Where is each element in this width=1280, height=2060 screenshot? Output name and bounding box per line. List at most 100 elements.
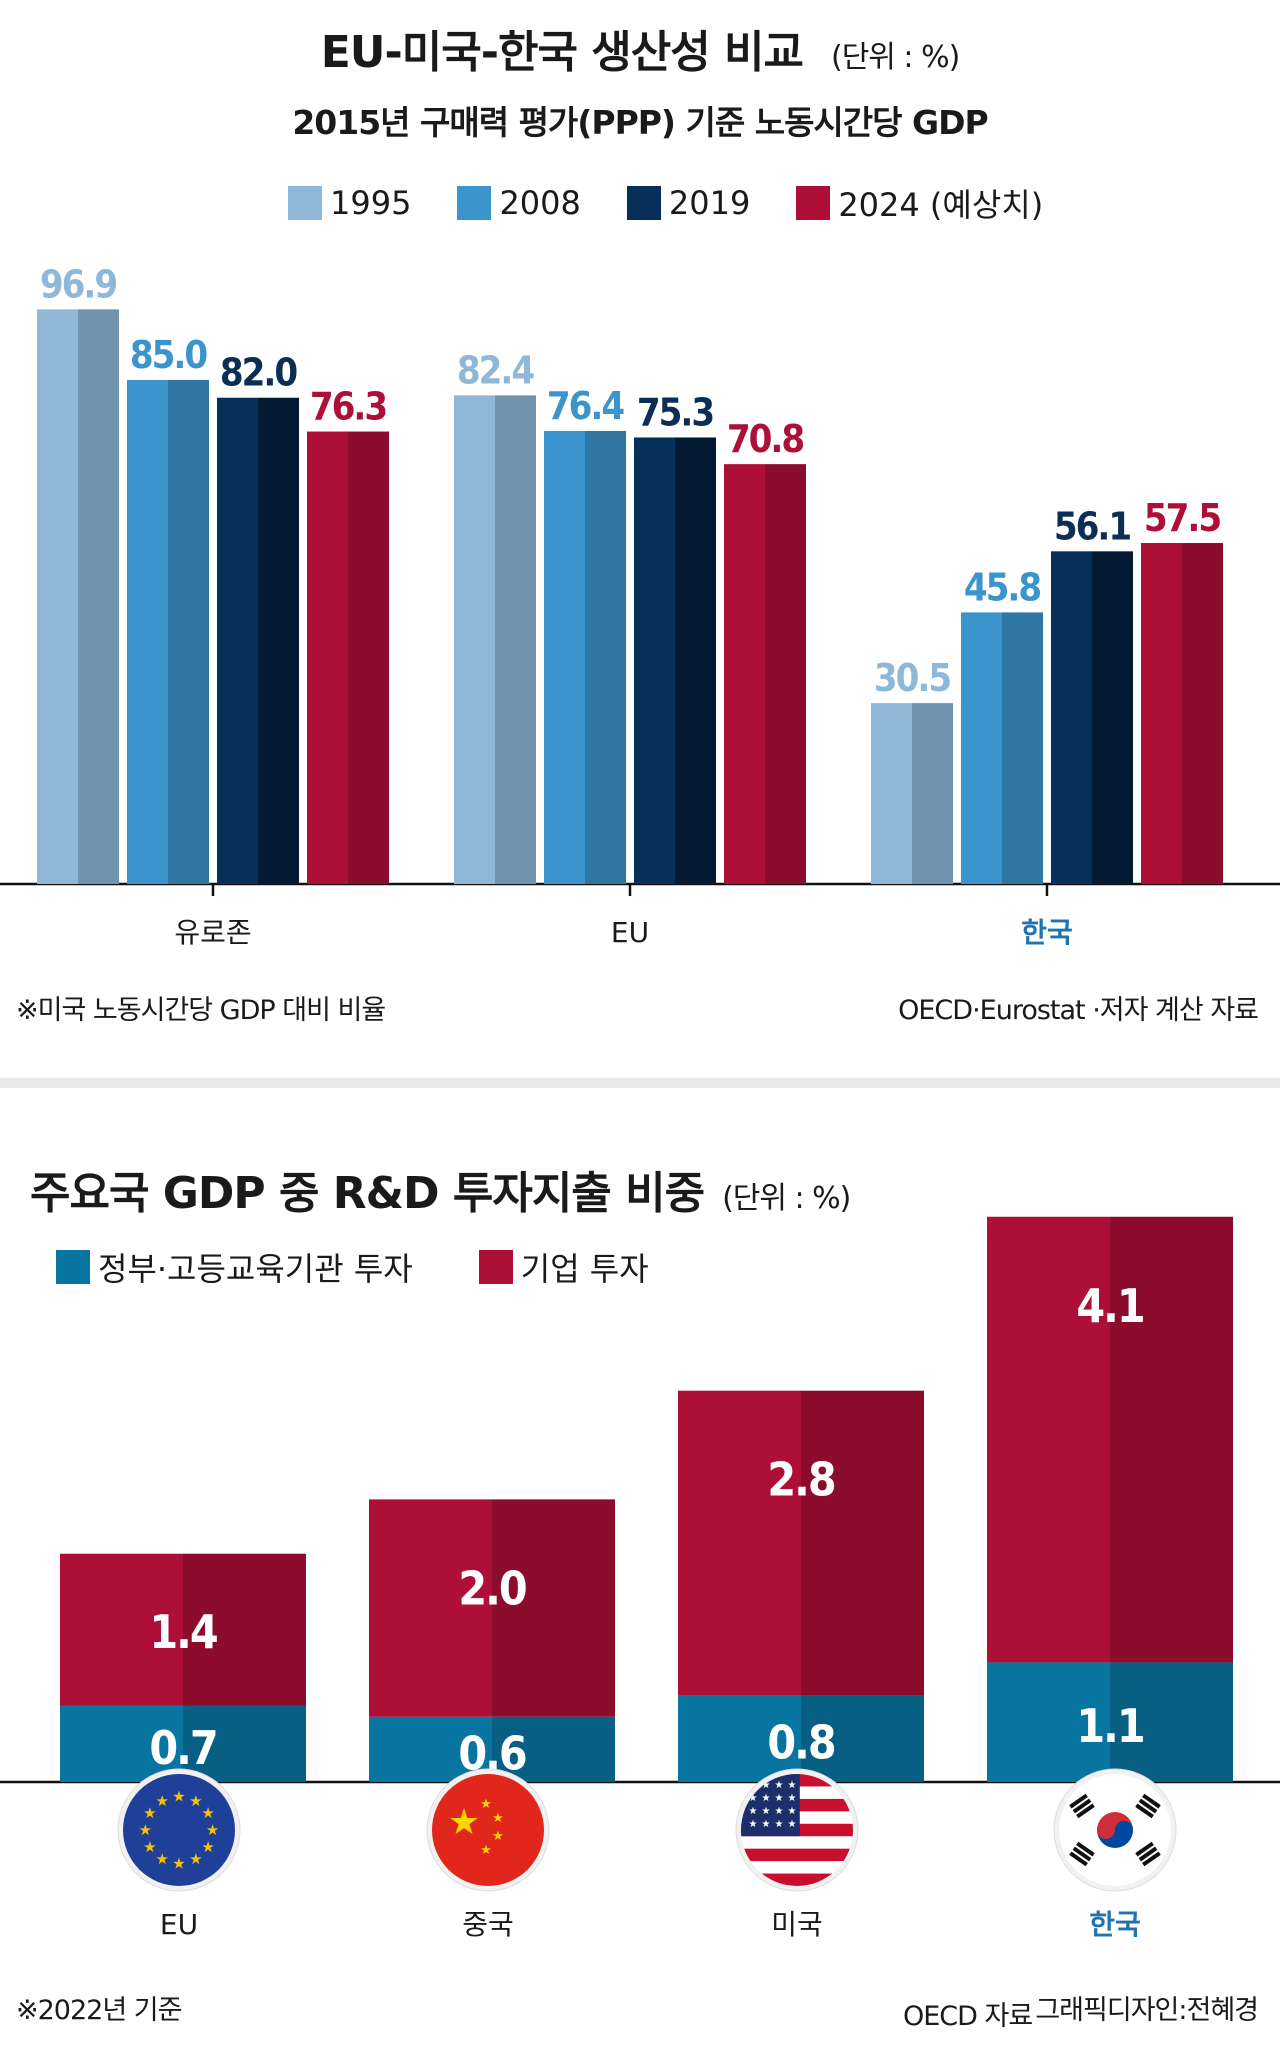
bar-segment-biz	[987, 1216, 1233, 1663]
svg-text:★: ★	[775, 1793, 784, 1804]
bar-face-left	[634, 437, 675, 884]
segment-face-right	[492, 1499, 615, 1717]
segment-face-left	[987, 1216, 1110, 1663]
bar	[127, 379, 209, 884]
legend-item-2019: 2019	[626, 184, 751, 222]
legend-item-biz: 기업 투자	[478, 1244, 649, 1290]
svg-text:★: ★	[155, 1850, 168, 1868]
segment-face-left	[60, 1705, 183, 1782]
bar	[307, 431, 389, 884]
legend-label: 정부·고등교육기관 투자	[98, 1250, 413, 1288]
bar	[217, 397, 299, 884]
legend-item-1995: 1995	[288, 184, 411, 222]
bar	[961, 612, 1043, 884]
svg-text:★: ★	[492, 1829, 504, 1844]
bar	[37, 309, 119, 884]
bar-value-label: 57.5	[1144, 496, 1221, 540]
svg-text:★: ★	[448, 1802, 480, 1843]
rnd-chart-title: 주요국 GDP 중 R&D 투자지출 비중 (단위 : %)	[30, 1157, 851, 1221]
svg-text:★: ★	[189, 1850, 202, 1868]
bar-face-right	[1182, 543, 1223, 884]
svg-text:★: ★	[172, 1787, 185, 1805]
segment-face-right	[183, 1553, 306, 1706]
legend-label: 2019	[668, 184, 751, 222]
chart-subtitle: 2015년 구매력 평가(PPP) 기준 노동시간당 GDP	[292, 103, 988, 142]
svg-text:★: ★	[201, 1838, 214, 1856]
bar-face-right	[912, 703, 953, 884]
bar	[724, 464, 806, 884]
x-tick-label: EU	[611, 916, 649, 949]
svg-text:★: ★	[762, 1806, 771, 1817]
bar-face-left	[217, 397, 258, 884]
bar	[634, 437, 716, 884]
bar-segment-biz	[60, 1553, 306, 1706]
segment-face-left	[678, 1390, 801, 1696]
legend-label: 2024 (예상치)	[838, 186, 1044, 224]
segment-face-left	[987, 1662, 1110, 1782]
bar-segment-gov	[987, 1662, 1233, 1782]
segment-value-label: 1.4	[149, 1605, 217, 1659]
rnd-chart-title-text: 주요국 GDP 중 R&D 투자지출 비중	[30, 1168, 705, 1219]
us-flag-icon: ★ ★ ★ ★★ ★ ★ ★★ ★ ★ ★★ ★ ★ ★	[735, 1768, 859, 1892]
bar-value-label: 96.9	[40, 262, 117, 306]
segment-face-right	[1110, 1662, 1233, 1782]
bar-value-label: 56.1	[1054, 504, 1131, 548]
segment-face-left	[678, 1695, 801, 1782]
bar-value-label: 76.3	[310, 385, 387, 429]
legend-swatch	[457, 186, 492, 220]
china-flag-icon: ★ ★★★★	[426, 1768, 550, 1892]
rnd-unit-label: (단위 : %)	[722, 1181, 851, 1216]
bar-value-label: 82.0	[220, 351, 298, 395]
rnd-chart-legend: 정부·고등교육기관 투자 기업 투자	[56, 1244, 715, 1290]
eu-flag-icon: ★ ★★★★★★★★★★★	[117, 1768, 241, 1892]
legend-swatch	[478, 1250, 513, 1284]
x-tick-label: 한국	[1089, 1908, 1141, 1941]
bar-face-left	[127, 379, 168, 884]
bar-face-left	[961, 612, 1002, 884]
section-divider	[0, 1078, 1280, 1088]
legend-swatch	[796, 186, 831, 220]
bar-value-label: 76.4	[547, 384, 625, 428]
svg-text:★: ★	[172, 1855, 185, 1873]
svg-text:★: ★	[749, 1819, 758, 1830]
segment-face-right	[1110, 1216, 1233, 1663]
bar-segment-biz	[678, 1390, 924, 1696]
legend-label: 1995	[330, 184, 412, 222]
bar-segment-gov	[678, 1695, 924, 1782]
rnd-source-note: OECD 자료	[903, 2001, 1033, 2032]
bar-face-left	[544, 430, 585, 884]
svg-text:★: ★	[762, 1780, 771, 1791]
bar-face-right	[258, 397, 299, 884]
segment-value-label: 0.7	[149, 1721, 216, 1775]
svg-text:★: ★	[788, 1780, 797, 1791]
bar-value-label: 85.0	[130, 333, 208, 377]
segment-face-left	[369, 1499, 492, 1717]
legend-item-2008: 2008	[457, 184, 581, 222]
korea-flag-icon	[1053, 1768, 1177, 1892]
bar-segment-gov	[60, 1705, 306, 1782]
bar-face-left	[724, 464, 765, 884]
svg-text:★: ★	[749, 1806, 758, 1817]
svg-text:★: ★	[775, 1780, 784, 1791]
rnd-chart-panel: 주요국 GDP 중 R&D 투자지출 비중 (단위 : %) 정부·고등교육기관 …	[0, 1082, 1280, 2060]
bar-value-label: 75.3	[637, 390, 714, 434]
segment-value-label: 4.1	[1076, 1279, 1143, 1333]
bar-face-right	[348, 431, 389, 884]
bar-value-label: 70.8	[727, 417, 804, 461]
legend-label: 기업 투자	[520, 1250, 649, 1288]
bar-value-label: 30.5	[874, 656, 951, 700]
productivity-chart-panel: EU-미국-한국 생산성 비교 (단위 : %) 2015년 구매력 평가(PPP…	[0, 27, 1280, 1026]
svg-text:★: ★	[762, 1793, 771, 1804]
svg-text:★: ★	[143, 1804, 156, 1822]
stacked-bar-chart: 0.71.4EU★ ★★★★★★★★★★★0.62.0중국★ ★★★★0.82.8미…	[0, 1216, 1280, 1941]
bar-face-left	[454, 395, 495, 884]
svg-text:★: ★	[749, 1793, 758, 1804]
bar	[1141, 543, 1223, 884]
svg-text:★: ★	[788, 1793, 797, 1804]
x-tick-label: 유로존	[174, 916, 251, 949]
svg-text:★: ★	[480, 1797, 492, 1812]
bar-segment-biz	[369, 1499, 615, 1717]
segment-face-right	[183, 1705, 306, 1782]
bar-face-right	[585, 430, 626, 884]
legend-label: 2008	[499, 184, 581, 222]
